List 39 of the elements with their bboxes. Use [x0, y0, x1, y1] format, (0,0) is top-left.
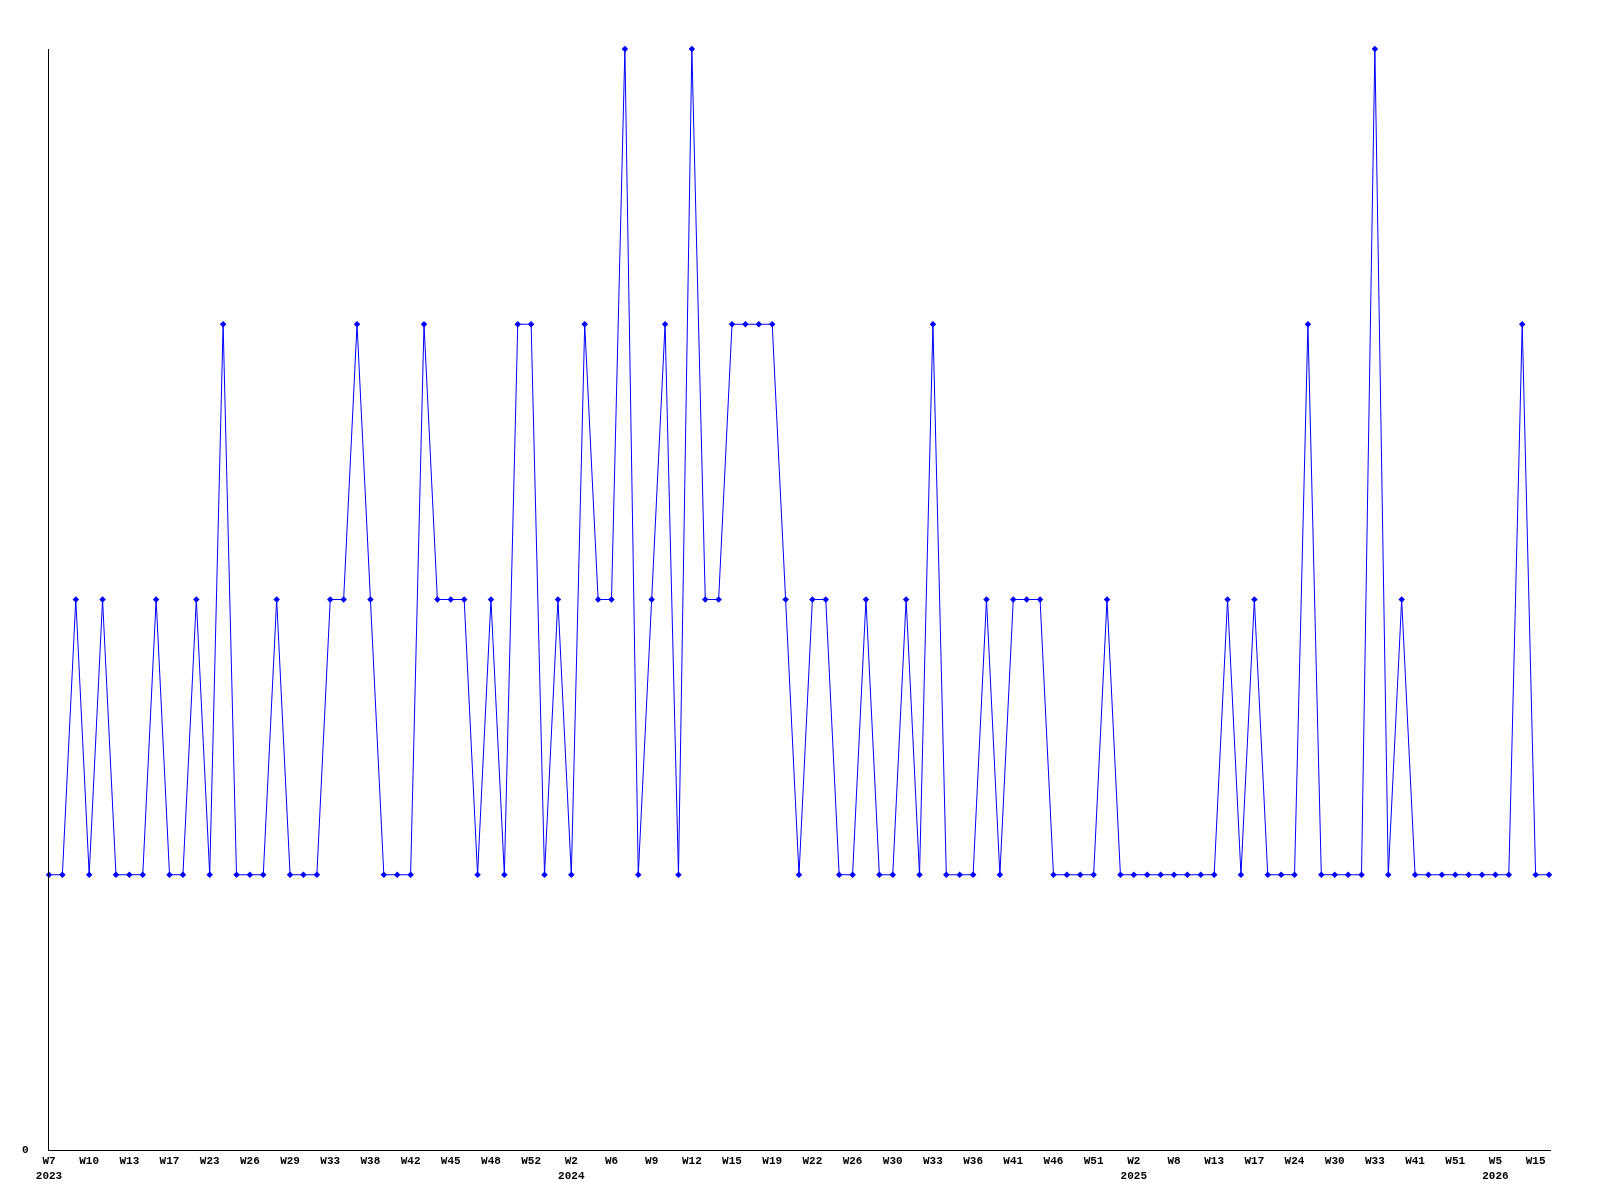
x-tick-label: W13 — [119, 1155, 140, 1168]
x-tick-label: W15 — [722, 1155, 743, 1168]
x-tick-label: W9 — [645, 1155, 659, 1168]
x-tick-label: W6 — [604, 1155, 619, 1168]
x-tick-label: W22 — [802, 1155, 823, 1168]
x-tick-label: W33 — [1364, 1155, 1386, 1168]
x-tick-label: W8 — [1167, 1155, 1181, 1168]
x-tick-label: W7 2023 — [35, 1155, 63, 1182]
x-tick-label: W26 — [842, 1155, 863, 1168]
x-tick-label: W41 — [1003, 1155, 1024, 1168]
x-tick-label: W41 — [1405, 1155, 1426, 1168]
x-tick-label: W12 — [681, 1155, 702, 1168]
x-tick-label: W17 — [1244, 1155, 1265, 1168]
x-tick-label: W45 — [440, 1155, 462, 1168]
x-tick-label: W36 — [963, 1155, 984, 1168]
x-tick-label: W48 — [481, 1155, 502, 1168]
x-tick-label: W51 — [1083, 1155, 1104, 1168]
x-tick-label: W10 — [79, 1155, 100, 1168]
x-tick-label: W5 2026 — [1482, 1155, 1509, 1182]
x-tick-label: W30 — [1324, 1155, 1345, 1168]
x-tick-label: W2 2024 — [558, 1155, 585, 1182]
x-tick-label: W33 — [923, 1155, 944, 1168]
x-tick-label: W52 — [521, 1155, 542, 1168]
x-tick-label: W42 — [400, 1155, 421, 1168]
x-tick-label: W13 — [1204, 1155, 1225, 1168]
x-tick-label: W33 — [320, 1155, 341, 1168]
x-tick-label: W46 — [1043, 1155, 1064, 1168]
x-tick-label: W19 — [762, 1155, 783, 1168]
x-tick-label: W24 — [1284, 1155, 1305, 1168]
x-tick-label: W38 — [360, 1155, 381, 1168]
x-tick-label: W29 — [280, 1155, 300, 1168]
x-tick-label: W17 — [159, 1155, 180, 1168]
x-tick-label: W30 — [882, 1155, 903, 1168]
x-tick-label: W26 — [239, 1155, 260, 1168]
text: 0 — [22, 1144, 29, 1156]
x-tick-label: W23 — [199, 1155, 221, 1168]
x-tick-label: W15 — [1525, 1155, 1546, 1168]
x-tick-label: W2 2025 — [1120, 1155, 1148, 1182]
x-tick-label: W51 — [1445, 1155, 1466, 1168]
